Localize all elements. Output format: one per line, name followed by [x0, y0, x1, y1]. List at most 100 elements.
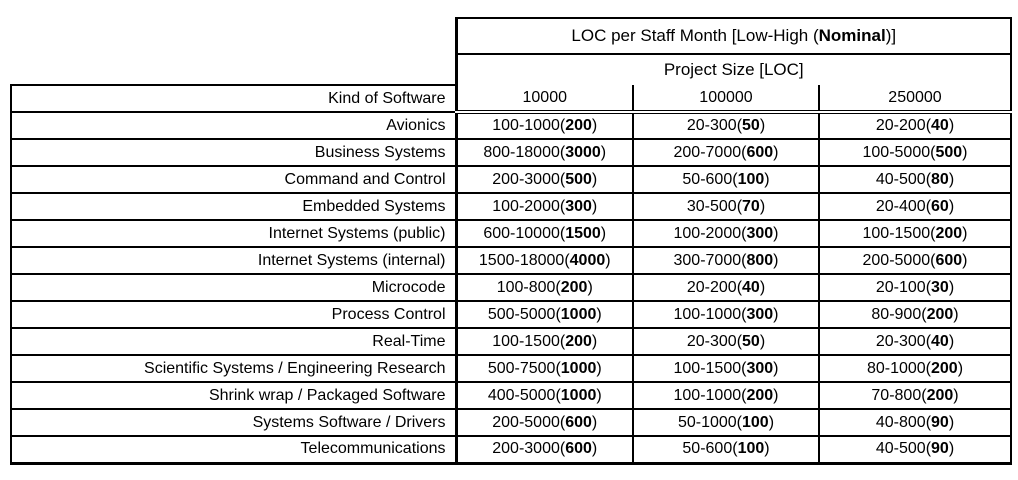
nominal-value: 30 — [931, 278, 949, 296]
loc-cell-10000: 400-5000(1000) — [454, 382, 634, 410]
title-text-post: )] — [885, 25, 897, 45]
range-value: 100-1000 — [673, 305, 742, 323]
loc-cell-100000: 50-600(100) — [632, 436, 820, 465]
loc-cell-250000: 80-1000(200) — [818, 355, 1012, 383]
loc-cell-10000: 100-1000(200) — [454, 112, 634, 140]
range-value: 300-7000 — [673, 251, 742, 269]
range-value: 20-300 — [875, 332, 926, 350]
row-kind-label: Internet Systems (public) — [10, 220, 458, 248]
nominal-value: 100 — [737, 170, 765, 188]
loc-cell-10000: 600-10000(1500) — [454, 220, 634, 248]
nominal-value: 200 — [935, 224, 963, 242]
range-value: 50-600 — [682, 440, 733, 458]
table-title-row: LOC per Staff Month [Low-High (Nominal)] — [11, 17, 1012, 55]
nominal-value: 500 — [565, 170, 592, 188]
loc-cell-250000: 100-1500(200) — [818, 220, 1012, 248]
range-value: 100-5000 — [862, 143, 931, 161]
table-row: Command and Control 200-3000(500) 50-600(1… — [10, 166, 1012, 194]
nominal-value: 100 — [737, 440, 765, 458]
nominal-value: 40 — [931, 332, 949, 350]
row-kind-label: Business Systems — [10, 139, 458, 167]
loc-cell-10000: 800-18000(3000) — [454, 139, 634, 167]
nominal-value: 3000 — [565, 143, 601, 161]
loc-cell-250000: 20-300(40) — [818, 328, 1012, 356]
row-kind-label: Process Control — [10, 301, 458, 329]
loc-cell-100000: 100-1000(200) — [632, 382, 820, 410]
nominal-value: 200 — [926, 305, 954, 323]
row-kind-label: Avionics — [10, 112, 458, 140]
nominal-value: 40 — [931, 117, 949, 135]
kind-of-software-header: Kind of Software — [10, 84, 458, 113]
nominal-value: 600 — [746, 143, 774, 161]
range-value: 20-200 — [875, 117, 926, 135]
table-row: Scientific Systems / Engineering Researc… — [10, 355, 1012, 383]
range-value: 200-5000 — [862, 251, 931, 269]
range-value: 30-500 — [686, 197, 737, 215]
loc-cell-100000: 50-600(100) — [632, 166, 820, 194]
range-value: 80-900 — [871, 305, 922, 323]
table-title: LOC per Staff Month [Low-High (Nominal)] — [454, 17, 1012, 55]
table-row: Systems Software / Drivers 200-5000(600) 5… — [10, 409, 1012, 437]
range-value: 40-500 — [875, 170, 926, 188]
loc-cell-100000: 20-300(50) — [632, 328, 820, 356]
loc-cell-10000: 200-5000(600) — [454, 409, 634, 437]
row-kind-label: Internet Systems (internal) — [10, 247, 458, 275]
range-value: 20-300 — [686, 117, 737, 135]
nominal-value: 4000 — [569, 251, 606, 269]
range-value: 50-600 — [682, 170, 733, 188]
row-kind-label: Microcode — [10, 274, 458, 302]
loc-cell-250000: 40-800(90) — [818, 409, 1012, 437]
loc-cell-10000: 100-2000(300) — [454, 193, 634, 221]
loc-cell-10000: 500-7500(1000) — [454, 355, 634, 383]
row-kind-label: Systems Software / Drivers — [10, 409, 458, 437]
range-value: 100-1000 — [492, 117, 560, 135]
range-value: 200-3000 — [492, 440, 560, 458]
range-value: 200-5000 — [492, 413, 560, 431]
range-value: 200-3000 — [492, 170, 560, 188]
nominal-value: 600 — [565, 413, 592, 431]
loc-cell-10000: 200-3000(500) — [454, 166, 634, 194]
nominal-value: 60 — [931, 197, 949, 215]
nominal-value: 90 — [931, 440, 949, 458]
loc-cell-10000: 1500-18000(4000) — [454, 247, 634, 275]
loc-cell-100000: 50-1000(100) — [632, 409, 820, 437]
loc-cell-100000: 100-1000(300) — [632, 301, 820, 329]
loc-cell-250000: 80-900(200) — [818, 301, 1012, 329]
column-header-row: Kind of Software 10000 100000 250000 — [10, 84, 1012, 114]
loc-cell-250000: 20-400(60) — [818, 193, 1012, 221]
row-kind-label: Embedded Systems — [10, 193, 458, 221]
range-value: 500-5000 — [487, 305, 556, 323]
nominal-value: 300 — [565, 197, 592, 215]
range-value: 40-500 — [875, 440, 926, 458]
loc-cell-250000: 70-800(200) — [818, 382, 1012, 410]
loc-cell-250000: 200-5000(600) — [818, 247, 1012, 275]
nominal-value: 800 — [746, 251, 774, 269]
nominal-value: 500 — [935, 143, 963, 161]
range-value: 100-1500 — [492, 332, 560, 350]
loc-cell-10000: 200-3000(600) — [454, 436, 634, 465]
range-value: 20-400 — [875, 197, 926, 215]
range-value: 200-7000 — [673, 143, 742, 161]
range-value: 500-7500 — [487, 359, 556, 377]
range-value: 100-800 — [496, 278, 556, 296]
nominal-value: 200 — [565, 117, 592, 135]
size-column-header-250000: 250000 — [818, 85, 1012, 114]
range-value: 20-200 — [686, 278, 737, 296]
loc-cell-100000: 20-300(50) — [632, 112, 820, 140]
nominal-value: 200 — [565, 332, 592, 350]
loc-cell-250000: 20-200(40) — [818, 112, 1012, 140]
row-kind-label: Shrink wrap / Packaged Software — [10, 382, 458, 410]
nominal-value: 50 — [742, 117, 760, 135]
table-row: Avionics 100-1000(200) 20-300(50) 20-200(40… — [10, 112, 1012, 140]
nominal-value: 600 — [935, 251, 963, 269]
nominal-value: 300 — [746, 305, 774, 323]
range-value: 70-800 — [871, 386, 922, 404]
nominal-value: 1000 — [560, 305, 597, 323]
loc-cell-10000: 100-1500(200) — [454, 328, 634, 356]
table-row: Internet Systems (public) 600-10000(1500)… — [10, 220, 1012, 248]
nominal-value: 50 — [742, 332, 760, 350]
table-row: Process Control 500-5000(1000) 100-1000(30… — [10, 301, 1012, 329]
range-value: 600-10000 — [483, 224, 560, 242]
range-value: 20-100 — [875, 278, 926, 296]
